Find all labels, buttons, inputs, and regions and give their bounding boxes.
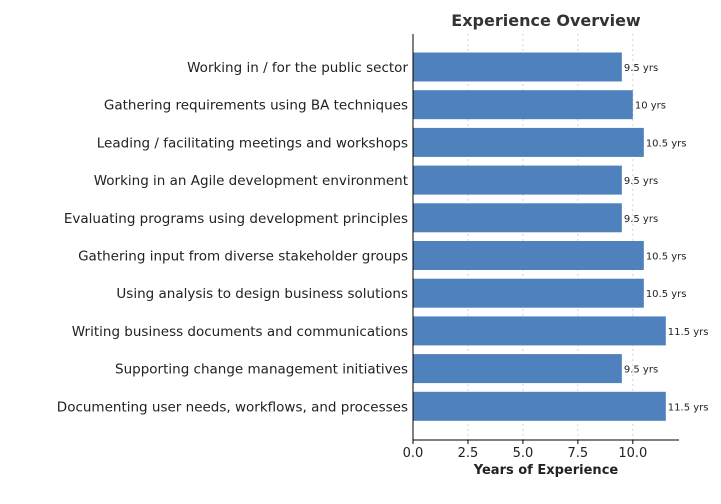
bar bbox=[413, 203, 622, 233]
bars bbox=[413, 52, 666, 421]
data-label: 9.5 yrs bbox=[624, 63, 658, 74]
bar bbox=[413, 165, 622, 195]
data-label: 10.5 yrs bbox=[646, 289, 687, 300]
category-label: Documenting user needs, workflows, and p… bbox=[57, 399, 408, 415]
data-label: 10.5 yrs bbox=[646, 252, 687, 263]
data-label: 10 yrs bbox=[635, 101, 666, 112]
data-label: 11.5 yrs bbox=[668, 327, 709, 338]
bar bbox=[413, 241, 644, 270]
data-labels: 9.5 yrs 10 yrs 10.5 yrs 9.5 yrs 9.5 yrs 10.5 … bbox=[624, 63, 709, 413]
bar bbox=[413, 90, 633, 120]
data-label: 11.5 yrs bbox=[668, 402, 709, 413]
x-tick-label: 5.0 bbox=[513, 446, 534, 461]
category-label: Using analysis to design business soluti… bbox=[116, 286, 408, 302]
x-tick-label: 10.0 bbox=[618, 446, 647, 461]
x-tick-label: 0.0 bbox=[403, 446, 424, 461]
chart-title: Experience Overview bbox=[451, 11, 641, 30]
bar bbox=[413, 127, 644, 157]
category-label: Evaluating programs using development pr… bbox=[64, 211, 408, 227]
data-label: 9.5 yrs bbox=[624, 214, 658, 225]
category-label: Gathering requirements using BA techniqu… bbox=[104, 98, 408, 114]
x-tick-label: 7.5 bbox=[568, 446, 589, 461]
x-ticks: 0.0 2.5 5.0 7.5 10.0 bbox=[403, 440, 647, 461]
category-label: Supporting change management initiatives bbox=[115, 362, 408, 378]
category-label: Working in an Agile development environm… bbox=[94, 173, 408, 189]
category-label: Working in / for the public sector bbox=[187, 60, 408, 76]
category-label: Leading / facilitating meetings and work… bbox=[97, 135, 408, 151]
data-label: 9.5 yrs bbox=[624, 365, 658, 376]
category-label: Writing business documents and communica… bbox=[72, 324, 408, 340]
axes bbox=[412, 34, 679, 441]
bar bbox=[413, 391, 666, 421]
bar bbox=[413, 52, 622, 82]
x-axis-label: Years of Experience bbox=[473, 463, 619, 478]
bar bbox=[413, 354, 622, 384]
category-labels: Working in / for the public sector Gather… bbox=[57, 60, 409, 415]
category-label: Gathering input from diverse stakeholder… bbox=[78, 249, 408, 265]
bar bbox=[413, 316, 666, 346]
bar bbox=[413, 278, 644, 308]
x-tick-label: 2.5 bbox=[458, 446, 479, 461]
data-label: 10.5 yrs bbox=[646, 138, 687, 149]
data-label: 9.5 yrs bbox=[624, 176, 658, 187]
